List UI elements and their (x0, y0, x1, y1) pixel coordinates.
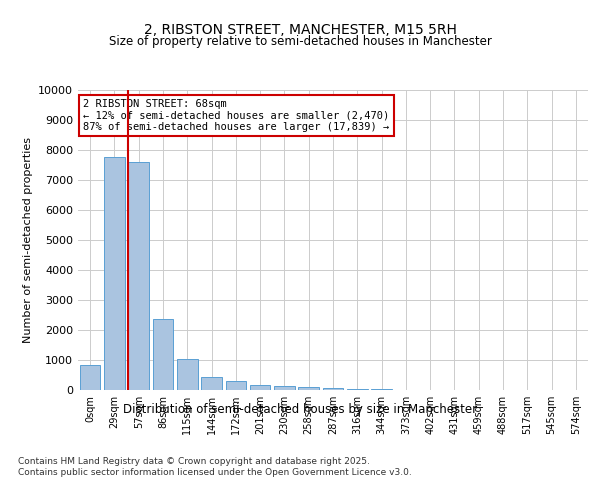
Bar (177, 360, 197, 390)
Bar (201, 377, 222, 390)
Bar (274, 386, 295, 390)
Bar (152, 319, 173, 390)
Bar (226, 382, 246, 390)
Text: Distribution of semi-detached houses by size in Manchester: Distribution of semi-detached houses by … (123, 402, 477, 415)
Text: Size of property relative to semi-detached houses in Manchester: Size of property relative to semi-detach… (109, 35, 491, 48)
Text: Contains HM Land Registry data © Crown copyright and database right 2025.
Contai: Contains HM Land Registry data © Crown c… (18, 458, 412, 477)
Text: 2, RIBSTON STREET, MANCHESTER, M15 5RH: 2, RIBSTON STREET, MANCHESTER, M15 5RH (143, 22, 457, 36)
Bar (347, 388, 368, 390)
Text: 2 RIBSTON STREET: 68sqm
← 12% of semi-detached houses are smaller (2,470)
87% of: 2 RIBSTON STREET: 68sqm ← 12% of semi-de… (83, 99, 389, 132)
Bar (323, 388, 343, 390)
Bar (80, 365, 100, 390)
Y-axis label: Number of semi-detached properties: Number of semi-detached properties (23, 137, 32, 343)
Bar (371, 389, 392, 390)
Bar (104, 156, 125, 390)
Bar (250, 386, 271, 390)
Bar (298, 388, 319, 390)
Bar (128, 162, 149, 390)
